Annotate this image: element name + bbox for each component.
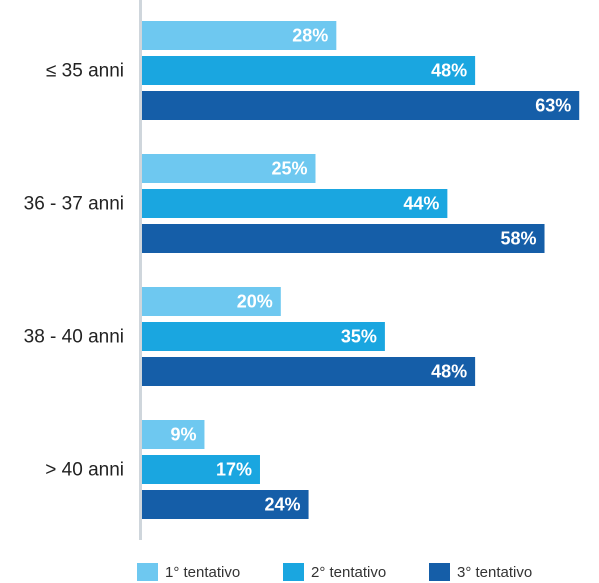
category-label: 38 - 40 anni [24,327,124,348]
category-label: > 40 anni [45,460,124,481]
bar-1-series-1 [142,21,337,50]
legend-label: 3° tentativo [457,564,532,581]
bars-layer: 28% 48% 63% 25% 44% 58% 20% 35% 48% 9% 17% 24% [142,21,580,519]
bar-1-series-2 [142,56,476,85]
bar-2-series-2 [142,189,448,218]
bar-value-label: 20% [237,292,273,312]
bar-value-label: 58% [500,229,536,249]
legend: 1° tentativo 2° tentativo 3° tentativo [137,563,532,581]
bar-value-label: 24% [265,495,301,515]
bar-value-label: 44% [403,194,439,214]
bar-2-series-3 [142,224,545,253]
bar-value-label: 63% [535,96,571,116]
category-label: ≤ 35 anni [46,61,124,82]
legend-label: 1° tentativo [165,564,240,581]
bar-3-series-2 [142,322,385,351]
bar-value-label: 9% [170,425,196,445]
bar-value-label: 28% [292,26,328,46]
legend-swatch [137,563,158,581]
bar-value-label: 48% [431,61,467,81]
bar-3-series-1 [142,287,281,316]
bar-4-series-2 [142,455,260,484]
category-label: 36 - 37 anni [24,194,124,215]
legend-label: 2° tentativo [311,564,386,581]
bar-2-series-1 [142,154,316,183]
bar-4-series-3 [142,490,309,519]
bar-1-series-3 [142,91,580,120]
legend-swatch [429,563,450,581]
bar-3-series-3 [142,357,476,386]
bar-value-label: 48% [431,362,467,382]
legend-swatch [283,563,304,581]
bar-value-label: 25% [271,159,307,179]
bar-4-series-1 [142,420,205,449]
bar-value-label: 17% [216,460,252,480]
category-labels: ≤ 35 anni 36 - 37 anni 38 - 40 anni > 40 an… [24,61,124,481]
bar-value-label: 35% [341,327,377,347]
